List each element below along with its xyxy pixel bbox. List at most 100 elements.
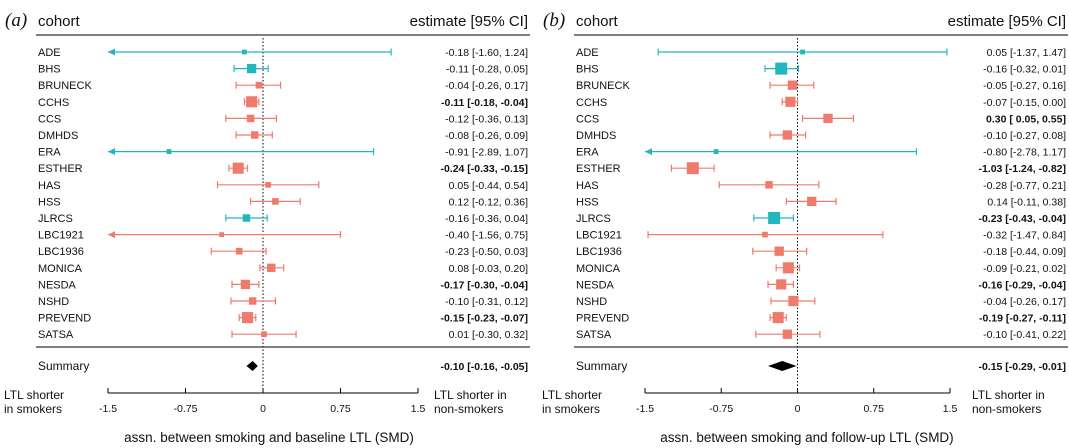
right-direction-note: non-smokers [972,402,1041,416]
estimate-text: -0.11 [-0.28, 0.05] [446,64,528,76]
estimate-text: -0.17 [-0.30, -0.04] [440,279,528,291]
cohort-label: NSHD [576,296,607,308]
point-estimate-square [242,214,251,222]
summary-estimate-text: -0.15 [-0.29, -0.01] [978,361,1066,373]
point-estimate-square [787,80,798,90]
estimate-text: -0.11 [-0.18, -0.04] [441,97,528,109]
point-estimate-square [219,232,225,237]
cohort-label: BRUNECK [38,80,92,92]
cohort-label: ESTHER [38,163,83,175]
estimate-text: -0.18 [-1.60, 1.24] [445,47,528,59]
point-estimate-square [242,49,247,55]
x-tick-label: -0.75 [709,403,733,415]
cohort-label: CCS [38,113,61,125]
cohort-label: DMHDS [38,130,78,142]
cohort-label: ADE [38,47,61,59]
point-estimate-square [800,49,805,55]
cohort-label: ERA [576,147,599,159]
cohort-label: BRUNECK [576,80,630,92]
estimate-text: -0.32 [-1.47, 0.84] [983,230,1066,242]
cohort-label: SATSA [576,329,612,341]
cohort-label: HAS [38,180,61,192]
point-estimate-square [246,96,258,108]
estimate-text: -0.16 [-0.36, 0.04] [445,213,528,225]
panel-a: (a) cohort estimate [95% CI] ADE -0.18 [-1.6… [4,10,530,445]
cohort-label: PREVEND [576,313,629,325]
estimate-text: -1.03 [-1.24, -0.82] [978,163,1066,175]
point-estimate-square [782,262,794,274]
point-estimate-square [240,279,251,290]
estimate-text: 0.05 [-1.37, 1.47] [987,47,1066,59]
cohort-label: HSS [38,196,61,208]
point-estimate-square [246,114,255,123]
estimate-text: 0.30 [ 0.05, 0.55] [986,113,1066,125]
ci-left-arrow [108,48,115,56]
estimate-text: -0.10 [-0.31, 0.12] [445,296,528,308]
left-direction-note: LTL shorter [4,388,64,402]
ci-left-arrow [108,231,115,239]
cohort-label: NESDA [576,279,615,291]
point-estimate-square [782,130,792,140]
point-estimate-square [774,246,784,256]
estimate-text: -0.16 [-0.29, -0.04] [978,279,1066,291]
x-tick-label: 1.5 [943,403,958,415]
cohort-label: NSHD [38,296,69,308]
estimate-text: -0.18 [-0.44, 0.09] [983,246,1066,258]
cohort-label: LBC1936 [38,246,84,258]
cohort-label: HAS [576,180,599,192]
cohort-label: SATSA [38,329,74,341]
estimate-text: -0.19 [-0.27, -0.11] [979,313,1066,325]
estimate-text: 0.05 [-0.44, 0.54] [449,180,528,192]
estimate-text: 0.12 [-0.12, 0.36] [449,196,528,208]
cohort-label: HSS [576,196,599,208]
summary-label: Summary [38,359,89,373]
estimate-text: -0.09 [-0.21, 0.02] [983,263,1066,275]
estimate-text: 0.01 [-0.30, 0.32] [449,329,528,341]
cohort-label: CCS [576,113,599,125]
point-estimate-square [772,312,784,324]
point-estimate-square [261,331,267,338]
cohort-header: cohort [576,13,619,30]
x-tick-label: 0 [795,403,801,415]
point-estimate-square [765,181,773,189]
estimate-text: -0.07 [-0.15, 0.00] [983,97,1066,109]
point-estimate-square [823,113,833,124]
cohort-label: CCHS [576,97,607,109]
estimate-text: -0.23 [-0.43, -0.04] [978,213,1066,225]
estimate-header: estimate [95% CI] [948,13,1066,30]
x-tick-label: 1.5 [411,403,426,415]
left-direction-note: in smokers [542,402,600,416]
point-estimate-square [265,181,272,188]
point-estimate-square [775,62,788,75]
point-estimate-square [762,231,768,238]
estimate-text: -0.23 [-0.50, 0.03] [445,246,528,258]
point-estimate-square [788,295,799,307]
cohort-label: JLRCS [576,213,611,225]
point-estimate-square [255,81,263,89]
estimate-text: -0.04 [-0.26, 0.17] [445,80,528,92]
estimate-header: estimate [95% CI] [410,13,528,30]
point-estimate-square [267,263,276,272]
point-estimate-square [768,212,781,224]
cohort-label: PREVEND [38,313,91,325]
summary-label: Summary [576,359,627,373]
cohort-label: JLRCS [38,213,73,225]
ci-left-arrow [645,148,652,156]
x-tick-label: -1.5 [636,403,654,415]
estimate-text: -0.80 [-2.78, 1.17] [983,147,1066,159]
estimate-text: -0.08 [-0.26, 0.09] [445,130,528,142]
ci-left-arrow [108,148,115,156]
x-tick-label: 0.75 [330,403,351,415]
estimate-text: -0.12 [-0.36, 0.13] [445,113,528,125]
estimate-text: 0.14 [-0.11, 0.38] [987,196,1066,208]
panel-b: (b) cohort estimate [95% CI] ADE 0.05 [-1.37… [542,10,1068,445]
left-direction-note: LTL shorter [542,388,602,402]
cohort-label: ESTHER [576,163,621,175]
cohort-label: LBC1936 [576,246,622,258]
estimate-text: -0.28 [-0.77, 0.21] [983,180,1066,192]
point-estimate-square [241,312,254,324]
x-tick-label: 0.75 [864,403,885,415]
x-tick-label: 0 [260,403,266,415]
point-estimate-square [776,279,787,290]
